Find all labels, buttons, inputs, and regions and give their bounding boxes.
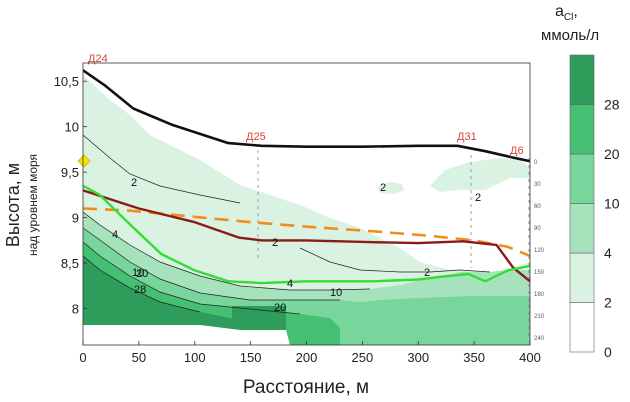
depth-label: 150: [534, 270, 545, 276]
contour-label: 20: [136, 268, 148, 280]
green-line: [83, 184, 530, 285]
y-tick-label: 10: [65, 120, 79, 135]
colorbar-title-subscript: Cl: [564, 12, 573, 23]
zone-bottom-blank: [83, 325, 290, 345]
colorbar-label: 20: [604, 146, 620, 162]
y-tick-label: 8,5: [61, 256, 79, 271]
contour-line-10: [83, 227, 340, 301]
surface-line: [83, 69, 530, 163]
contour-label: 2: [131, 177, 137, 189]
depth-label: 210: [534, 314, 545, 320]
x-tick-label: 350: [463, 350, 485, 365]
contour-label: 2: [424, 267, 430, 279]
zone-2-4-patch-small: [378, 182, 404, 194]
colorbar-swatch: [569, 203, 595, 254]
dark-red-line: [83, 189, 530, 283]
x-axis: 0 50 100 150 200 250 300 350 400: [79, 341, 541, 365]
colorbar-label: 10: [604, 196, 620, 212]
contour-line-2-upper: [83, 134, 241, 204]
colorbar-swatch: [569, 302, 595, 353]
colorbar-label: 28: [604, 97, 620, 113]
start-marker-diamond: [77, 154, 91, 168]
depth-label: 180: [534, 292, 545, 298]
colorbar-swatch: [569, 153, 595, 204]
contour-label: 4: [112, 229, 118, 241]
depth-label: 240: [534, 336, 545, 342]
contour-label: 2: [272, 237, 278, 249]
x-tick-label: 150: [240, 350, 262, 365]
zone-28-plus: [83, 256, 286, 330]
contour-line-20: [83, 241, 301, 315]
colorbar-title-symbol: a: [555, 3, 564, 20]
x-tick-label: 400: [519, 350, 541, 365]
depth-scale: 0 30 60 90 120 150 180 210 240: [534, 160, 545, 342]
colorbar-label: 4: [604, 245, 612, 261]
well-label-d31: Д31: [457, 131, 477, 143]
contour-line-2-mid: [299, 247, 491, 273]
contour-label: 10: [330, 287, 342, 299]
well-label-d6: Д6: [510, 145, 524, 157]
y-tick-label: 9,5: [61, 165, 79, 180]
y-axis: 8 8,5 9 9,5 10 10,5: [54, 74, 87, 317]
well-label-d25: Д25: [246, 131, 266, 143]
colorbar-swatch: [569, 252, 595, 303]
y-axis-subtitle: над уровнем моря: [26, 154, 40, 256]
colorbar-title: aCl,: [555, 3, 578, 23]
contour-label: 10: [132, 267, 144, 279]
zone-2-4-upper: [83, 82, 105, 104]
x-axis-title: Расстояние, м: [243, 377, 369, 398]
zone-2-4-patch-right: [430, 158, 530, 192]
depth-label: 30: [534, 182, 541, 188]
contour-line-28: [83, 255, 201, 313]
depth-label: 90: [534, 226, 541, 232]
series-layer: [83, 69, 530, 285]
colorbar-units: ммоль/л: [541, 27, 599, 44]
y-tick-label: 10,5: [54, 74, 79, 89]
colorbar-swatch: [569, 104, 595, 155]
colorbar-label: 2: [604, 295, 612, 311]
well-label-d24: Д24: [88, 53, 108, 65]
contour-label: 2: [380, 182, 386, 194]
y-tick-label: 8: [72, 302, 79, 317]
contour-labels: 2 2 2 2 2 4 4 10 10 20 20 28: [112, 177, 481, 314]
colorbar: 0 2 4 10 20 28: [569, 54, 620, 360]
well-labels: Д24 Д25 Д31 Д6: [88, 53, 524, 157]
contour-lines: [83, 134, 491, 315]
x-tick-label: 250: [352, 350, 374, 365]
contour-label: 20: [274, 302, 286, 314]
depth-label: 0: [534, 160, 538, 166]
depth-label: 60: [534, 204, 541, 210]
y-axis-title: Высота, м: [3, 163, 23, 247]
x-tick-label: 50: [132, 350, 146, 365]
well-columns: [257, 150, 530, 340]
contour-label: 4: [287, 278, 293, 290]
colorbar-label: 0: [604, 344, 612, 360]
x-tick-label: 200: [296, 350, 318, 365]
contour-label: 2: [475, 192, 481, 204]
x-tick-label: 300: [407, 350, 429, 365]
depth-label: 120: [534, 248, 545, 254]
concentration-zones: [83, 75, 530, 345]
x-tick-label: 100: [184, 350, 206, 365]
y-tick-label: 9: [72, 211, 79, 226]
colorbar-swatch: [569, 54, 595, 105]
contour-label: 28: [134, 284, 146, 296]
x-tick-label: 0: [79, 350, 86, 365]
contour-line-4: [83, 211, 371, 291]
colorbar-title-comma: ,: [573, 3, 577, 20]
